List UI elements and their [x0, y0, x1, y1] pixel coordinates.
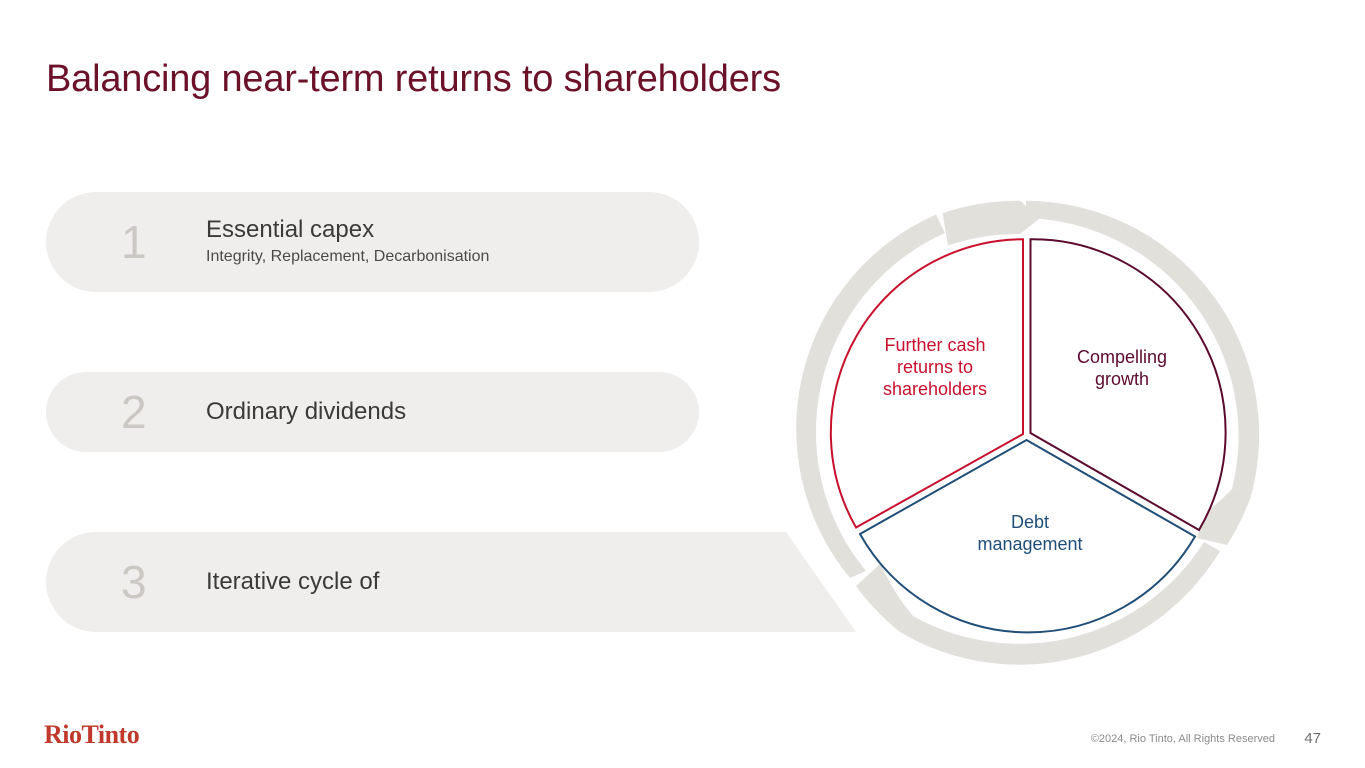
segment-compelling-growth[interactable]: [1029, 238, 1227, 532]
step-item-1[interactable]: 1 Essential capex Integrity, Replacement…: [46, 192, 699, 292]
step-text-1: Essential capex Integrity, Replacement, …: [206, 216, 489, 267]
ring-arc-bottom: [900, 542, 1220, 665]
step-text-2: Ordinary dividends: [206, 398, 406, 426]
step-item-2[interactable]: 2 Ordinary dividends: [46, 372, 699, 452]
ring-arrow-head-top: [942, 200, 1041, 246]
page-title: Balancing near-term returns to sharehold…: [46, 58, 781, 100]
step-title-3: Iterative cycle of: [206, 567, 380, 595]
step-3-background-shape: [46, 532, 856, 632]
cycle-diagram: [796, 200, 1260, 665]
ring-arc-left: [796, 214, 945, 578]
segment-further-cash-returns[interactable]: [829, 238, 1024, 529]
step-item-3[interactable]: 3 Iterative cycle of: [46, 532, 856, 632]
step-number-2: 2: [121, 386, 147, 438]
riotinto-logo: RioTinto: [44, 720, 140, 749]
step-number-3: 3: [121, 556, 147, 608]
ring-arrow-head-lower-right: [1197, 489, 1251, 545]
ring-arrow-head-lower-left: [856, 564, 913, 632]
cycle-ring-arrows: [796, 200, 1260, 665]
segment-label-further-cash-returns: Further cash returns to shareholders: [882, 335, 988, 399]
cycle-segments: [829, 238, 1227, 634]
step-title-2: Ordinary dividends: [206, 397, 407, 425]
copyright-text: ©2024, Rio Tinto, All Rights Reserved: [1090, 733, 1275, 745]
page-number: 47: [1304, 730, 1321, 747]
step-title-1: Essential capex: [206, 216, 375, 244]
segment-label-debt-management: Debt management: [977, 512, 1083, 554]
step-number-1: 1: [121, 216, 147, 268]
step-subtitle-1: Integrity, Replacement, Decarbonisation: [206, 247, 490, 265]
step-text-3: Iterative cycle of: [206, 568, 379, 596]
segment-label-compelling-growth: Compelling growth: [1076, 347, 1168, 389]
segment-debt-management[interactable]: [858, 438, 1197, 634]
